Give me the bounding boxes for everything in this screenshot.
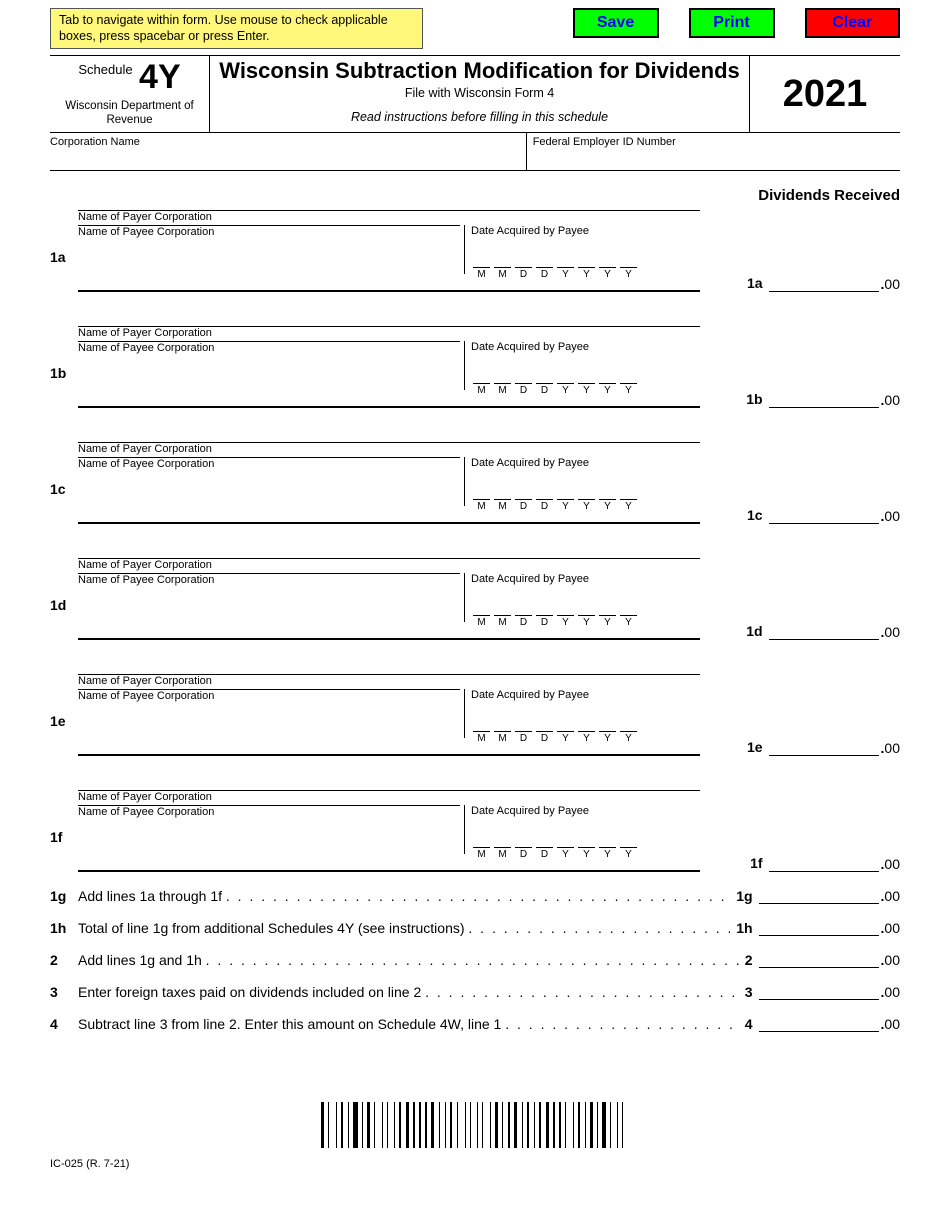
payee-field[interactable]: Name of Payee Corporation — [78, 457, 465, 506]
amount-1h[interactable] — [759, 918, 879, 936]
date-acquired-field[interactable]: Date Acquired by Payee MMDDYYYY — [465, 805, 700, 860]
entry-1b: 1b Name of Payee Corporation Date Acquir… — [50, 339, 900, 408]
form-header: Schedule 4Y Wisconsin Department of Reve… — [50, 55, 900, 133]
summary-line-1h: 1h Total of line 1g from additional Sche… — [50, 918, 900, 936]
payer-label: Name of Payer Corporation — [78, 791, 700, 803]
date-acquired-field[interactable]: Date Acquired by Payee MMDDYYYY — [465, 689, 700, 744]
department: Wisconsin Department of Revenue — [50, 100, 209, 128]
payer-label: Name of Payer Corporation — [78, 443, 700, 455]
payer-label: Name of Payer Corporation — [78, 675, 700, 687]
payee-field[interactable]: Name of Payee Corporation — [78, 341, 465, 390]
amount-1b[interactable]: 1b .00 — [700, 390, 900, 408]
barcode — [295, 1102, 655, 1148]
identity-row: Corporation Name Federal Employer ID Num… — [50, 133, 900, 171]
schedule-code: 4Y — [139, 60, 181, 94]
line-number: 1b — [50, 365, 78, 381]
amount-1g[interactable] — [759, 886, 879, 904]
schedule-word: Schedule — [78, 62, 132, 77]
payee-field[interactable]: Name of Payee Corporation — [78, 225, 465, 274]
summary-line-3: 3 Enter foreign taxes paid on dividends … — [50, 982, 900, 1000]
date-acquired-field[interactable]: Date Acquired by Payee MMDDYYYY — [465, 573, 700, 628]
read-instructions: Read instructions before filling in this… — [216, 110, 743, 124]
entry-1c: 1c Name of Payee Corporation Date Acquir… — [50, 455, 900, 524]
amount-1f[interactable]: 1f .00 — [700, 854, 900, 872]
payee-field[interactable]: Name of Payee Corporation — [78, 689, 465, 738]
line-number: 1a — [50, 249, 78, 265]
date-acquired-field[interactable]: Date Acquired by Payee MMDDYYYY — [465, 225, 700, 280]
entry-1a: 1a Name of Payee Corporation Date Acquir… — [50, 223, 900, 292]
payee-field[interactable]: Name of Payee Corporation — [78, 573, 465, 622]
tax-year: 2021 — [750, 56, 900, 132]
entry-1d: 1d Name of Payee Corporation Date Acquir… — [50, 571, 900, 640]
amount-3[interactable] — [759, 982, 879, 1000]
amount-1c[interactable]: 1c .00 — [700, 506, 900, 524]
payee-field[interactable]: Name of Payee Corporation — [78, 805, 465, 854]
date-acquired-field[interactable]: Date Acquired by Payee MMDDYYYY — [465, 457, 700, 512]
dividends-received-heading: Dividends Received — [50, 171, 900, 208]
amount-1a[interactable]: 1a .00 — [700, 274, 900, 292]
payer-label: Name of Payer Corporation — [78, 211, 700, 223]
summary-line-1g: 1g Add lines 1a through 1f 1g .00 — [50, 886, 900, 904]
entry-1f: 1f Name of Payee Corporation Date Acquir… — [50, 803, 900, 872]
payer-label: Name of Payer Corporation — [78, 559, 700, 571]
amount-2[interactable] — [759, 950, 879, 968]
fein-field[interactable]: Federal Employer ID Number — [527, 133, 900, 170]
line-number: 1c — [50, 481, 78, 497]
form-title: Wisconsin Subtraction Modification for D… — [216, 58, 743, 83]
amount-1e[interactable]: 1e .00 — [700, 738, 900, 756]
line-number: 1d — [50, 597, 78, 613]
summary-line-2: 2 Add lines 1g and 1h 2 .00 — [50, 950, 900, 968]
amount-1d[interactable]: 1d .00 — [700, 622, 900, 640]
form-number: IC-025 (R. 7-21) — [50, 1158, 900, 1170]
summary-line-4: 4 Subtract line 3 from line 2. Enter thi… — [50, 1014, 900, 1032]
corporation-name-field[interactable]: Corporation Name — [50, 133, 527, 170]
top-bar: Tab to navigate within form. Use mouse t… — [50, 0, 900, 55]
payer-label: Name of Payer Corporation — [78, 327, 700, 339]
line-number: 1f — [50, 829, 78, 845]
amount-4[interactable] — [759, 1014, 879, 1032]
nav-instructions: Tab to navigate within form. Use mouse t… — [50, 8, 423, 49]
file-with: File with Wisconsin Form 4 — [216, 86, 743, 100]
clear-button[interactable]: Clear — [805, 8, 901, 38]
date-acquired-field[interactable]: Date Acquired by Payee MMDDYYYY — [465, 341, 700, 396]
print-button[interactable]: Print — [689, 8, 775, 38]
line-number: 1e — [50, 713, 78, 729]
entry-1e: 1e Name of Payee Corporation Date Acquir… — [50, 687, 900, 756]
save-button[interactable]: Save — [573, 8, 659, 38]
